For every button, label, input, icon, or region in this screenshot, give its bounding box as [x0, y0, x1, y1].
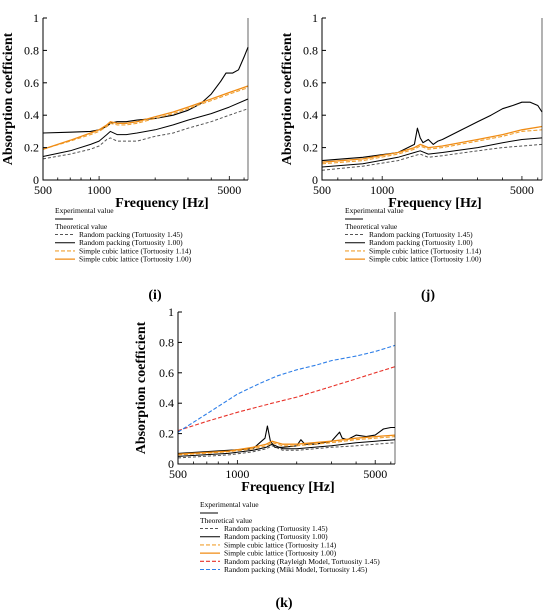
chart-panel-1: 0 0.2 0.4 0.6 0.8 1 500 1000 5000 Frequency [Hz] A… — [1, 11, 249, 303]
series-line — [321, 129, 543, 165]
y-tick-label: 0.4 — [303, 108, 318, 122]
series-line — [321, 143, 543, 171]
y-tick-label: 1 — [312, 11, 318, 25]
y-axis-label: Absorption coefficient — [134, 321, 149, 454]
series-line — [177, 425, 395, 454]
legend-entry: Simple cubic lattice (Tortuosity 1.00) — [224, 549, 337, 558]
y-tick-label: 0 — [312, 173, 318, 187]
legend-entry: Random packing (Rayleigh Model, Tortuosi… — [224, 557, 380, 566]
legend-entry: Simple cubic lattice (Tortuosity 1.14) — [224, 540, 337, 549]
legend-entry: Random packing (Tortuosity 1.45) — [369, 230, 473, 239]
chart-panel-2: 0 0.2 0.4 0.6 0.8 1 500 1000 5000 Frequency [Hz] A… — [280, 11, 543, 303]
legend-entry: Random packing (Tortuosity 1.45) — [79, 230, 183, 239]
legend-entry: Random packing (Tortuosity 1.00) — [79, 238, 183, 247]
series-line — [321, 137, 543, 168]
series-line — [42, 85, 249, 150]
x-axis-label: Frequency [Hz] — [241, 480, 334, 495]
legend-experimental-header: Experimental value — [55, 206, 114, 215]
chart-panel-3: 0 0.2 0.4 0.6 0.8 1 500 1000 5000 Frequency [Hz] A… — [134, 305, 396, 611]
x-tick-label: 5000 — [363, 467, 387, 481]
legend-entry: Simple cubic lattice (Tortuosity 1.14) — [79, 246, 192, 255]
x-axis-label: Frequency [Hz] — [115, 196, 208, 211]
legend-entry: Simple cubic lattice (Tortuosity 1.00) — [369, 255, 482, 264]
y-axis-label: Absorption coefficient — [280, 32, 295, 165]
y-tick-label: 1 — [168, 305, 174, 319]
series-line — [177, 434, 396, 455]
panel-label: (k) — [275, 596, 292, 611]
series-line — [42, 87, 249, 150]
axis-frame — [177, 312, 395, 465]
series-line — [177, 344, 396, 433]
legend-theoretical-header: Theoretical value — [55, 222, 108, 231]
y-tick-label: 0.6 — [159, 366, 174, 380]
y-tick-label: 0.2 — [159, 427, 174, 441]
y-tick-label: 0.4 — [24, 108, 39, 122]
x-axis-label: Frequency [Hz] — [388, 196, 481, 211]
series-line — [177, 439, 396, 457]
series-line — [42, 46, 249, 134]
legend-entry: Random packing (Tortuosity 1.45) — [224, 524, 328, 533]
x-tick-label: 1000 — [87, 183, 111, 197]
legend-entry: Random packing (Tortuosity 1.00) — [224, 532, 328, 541]
panel-label: (i) — [148, 288, 162, 303]
y-tick-label: 1 — [33, 11, 39, 25]
series-line — [42, 108, 249, 160]
legend-experimental-header: Experimental value — [345, 206, 404, 215]
y-tick-label: 0.8 — [159, 335, 174, 349]
series-line — [177, 442, 396, 459]
x-tick-label: 500 — [34, 183, 52, 197]
y-tick-label: 0.6 — [24, 76, 39, 90]
y-tick-label: 0 — [33, 173, 39, 187]
panel-label: (j) — [421, 288, 435, 303]
legend-theoretical-header: Theoretical value — [345, 222, 398, 231]
legend-entry: Random packing (Miki Model, Tortuosity 1… — [224, 565, 368, 574]
legend-entry: Simple cubic lattice (Tortuosity 1.00) — [79, 255, 192, 264]
legend-experimental-header: Experimental value — [200, 500, 259, 509]
series-line — [177, 436, 396, 456]
y-tick-label: 0.6 — [303, 76, 318, 90]
y-tick-label: 0.2 — [24, 141, 39, 155]
y-tick-label: 0.8 — [24, 43, 39, 57]
y-tick-label: 0.2 — [303, 141, 318, 155]
legend-entry: Simple cubic lattice (Tortuosity 1.14) — [369, 246, 482, 255]
legend-theoretical-header: Theoretical value — [200, 516, 253, 525]
y-tick-label: 0.8 — [303, 43, 318, 57]
series-line — [177, 366, 396, 432]
legend-entry: Random packing (Tortuosity 1.00) — [369, 238, 473, 247]
x-tick-label: 1000 — [370, 183, 394, 197]
x-tick-label: 1000 — [225, 467, 249, 481]
series-line — [42, 98, 249, 157]
x-tick-label: 5000 — [217, 183, 241, 197]
series-line — [321, 125, 543, 163]
x-tick-label: 500 — [313, 183, 331, 197]
axis-frame — [321, 18, 542, 181]
x-tick-label: 5000 — [510, 183, 534, 197]
y-tick-label: 0 — [168, 457, 174, 471]
y-tick-label: 0.4 — [159, 396, 174, 410]
series-line — [321, 101, 543, 162]
y-axis-label: Absorption coefficient — [1, 32, 16, 165]
x-tick-label: 500 — [169, 467, 187, 481]
